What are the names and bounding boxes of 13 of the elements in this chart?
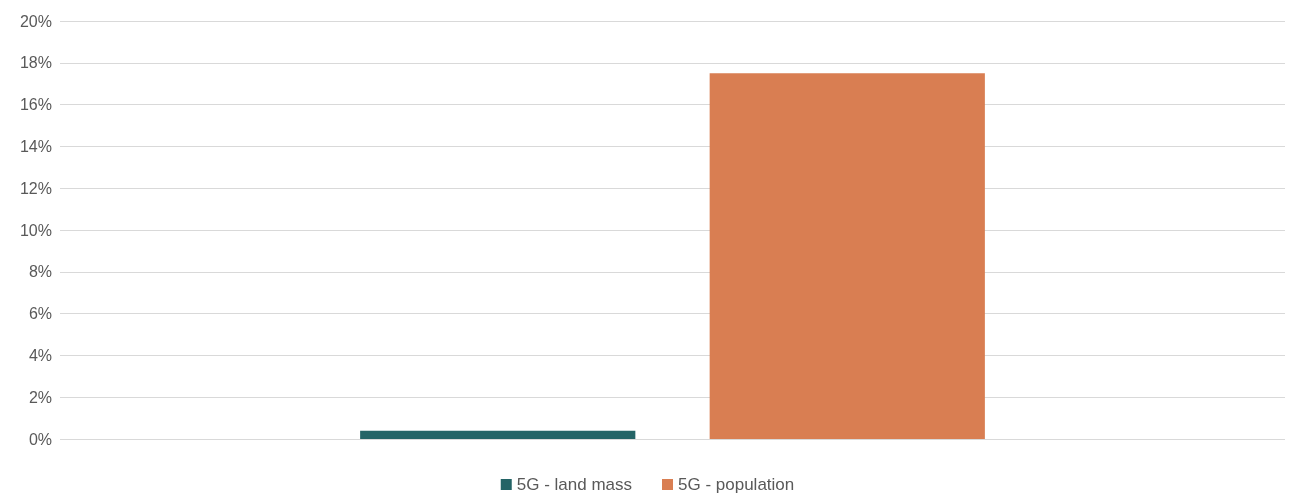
y-tick-label: 4%	[28, 346, 52, 364]
y-tick-label: 16%	[19, 96, 52, 114]
y-tick-label: 0%	[28, 430, 52, 448]
y-tick-label: 10%	[19, 221, 52, 239]
legend-label: 5G - land mass	[516, 475, 633, 494]
y-tick-label: 8%	[28, 263, 52, 281]
legend-label: 5G - population	[678, 475, 795, 494]
y-tick-label: 12%	[19, 179, 52, 197]
y-tick-label: 14%	[19, 137, 52, 155]
y-tick-label: 2%	[28, 388, 52, 406]
y-tick-label: 20%	[19, 12, 52, 30]
y-tick-label: 18%	[19, 54, 52, 72]
y-tick-label: 6%	[28, 305, 52, 323]
